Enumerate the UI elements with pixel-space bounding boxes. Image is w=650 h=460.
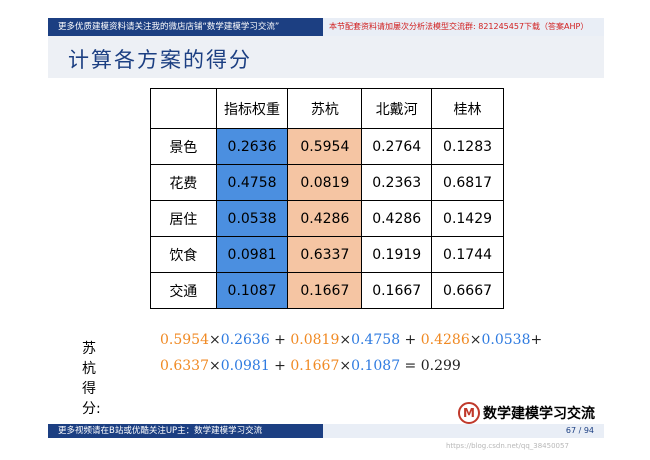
table-cell-weight: 0.4758 (215, 164, 289, 201)
calculation-line-2: 0.6337×0.0981 + 0.1667×0.1087 = 0.299 (160, 358, 461, 374)
top-banner-right: 本节配套资料请加屡次分析法模型交流群: 821245457下载（答案AHP） (323, 18, 604, 36)
calculation-term: + (530, 332, 543, 348)
score-table: 指标权重 苏杭 北戴河 桂林 景色 0.2636 0.5954 0.2764 0… (150, 88, 504, 309)
table-header-cell: 桂林 (431, 88, 504, 129)
bottom-banner-left: 更多视频请在B站或优酷关注UP主：数学建模学习交流 (48, 424, 323, 438)
table-row: 交通 0.1087 0.1667 0.1667 0.6667 (150, 272, 504, 309)
table-row: 居住 0.0538 0.4286 0.4286 0.1429 (150, 200, 504, 237)
slide-title-band: 计算各方案的得分 (48, 36, 604, 78)
table-cell-weight: 0.0538 (215, 200, 289, 237)
table-header-cell (150, 88, 217, 129)
table-header-cell: 指标权重 (215, 88, 289, 129)
table-cell-weight: 0.0981 (215, 236, 289, 273)
calculation-term: 0.0981 (220, 358, 270, 374)
table-row-label: 景色 (150, 128, 217, 165)
calculation-term: × (339, 358, 352, 374)
calculation-line-1: 0.5954×0.2636 + 0.0819×0.4758 + 0.4286×0… (160, 332, 542, 348)
table-cell-guilin: 0.1429 (431, 200, 504, 237)
table-header-row: 指标权重 苏杭 北戴河 桂林 (150, 88, 504, 129)
table-cell-guilin: 0.1744 (431, 236, 504, 273)
calculation-term: × (469, 332, 482, 348)
table-cell-guilin: 0.6817 (431, 164, 504, 201)
table-cell-weight: 0.2636 (215, 128, 289, 165)
table-cell-beidaihe: 0.1919 (361, 236, 433, 273)
table-cell-guilin: 0.1283 (431, 128, 504, 165)
table-cell-weight: 0.1087 (215, 272, 289, 309)
table-cell-suhang: 0.6337 (287, 236, 363, 273)
calculation-term: × (339, 332, 352, 348)
watermark: https://blog.csdn.net/qq_38450057 (446, 442, 569, 450)
calculation-term: × (209, 358, 221, 374)
logo-m-icon: M (458, 402, 480, 424)
slide-title: 计算各方案的得分 (68, 48, 252, 72)
calculation-term: = (400, 358, 421, 374)
table-row-label: 饮食 (150, 236, 217, 273)
bottom-banner: 更多视频请在B站或优酷关注UP主：数学建模学习交流 67 / 94 (48, 424, 604, 438)
calculation-label: 苏杭得分: (82, 341, 101, 417)
table-header-cell: 苏杭 (287, 88, 363, 129)
calculation-term: 0.0538 (481, 332, 531, 348)
table-row: 花费 0.4758 0.0819 0.2363 0.6817 (150, 164, 504, 201)
page-number: 67 / 94 (323, 424, 604, 438)
calculation-term: × (209, 332, 221, 348)
table-cell-suhang: 0.4286 (287, 200, 363, 237)
table-cell-guilin: 0.6667 (431, 272, 504, 309)
calculation-term: 0.2636 (220, 332, 270, 348)
table-cell-beidaihe: 0.4286 (361, 200, 433, 237)
table-cell-beidaihe: 0.2363 (361, 164, 433, 201)
calculation-term: 0.1667 (290, 358, 340, 374)
calculation-term: + (269, 358, 291, 374)
top-banner-left: 更多优质建模资料请关注我的微店店铺“数学建模学习交流” (48, 18, 323, 36)
table-row-label: 交通 (150, 272, 217, 309)
table-cell-suhang: 0.0819 (287, 164, 363, 201)
calculation-term: 0.4758 (351, 332, 401, 348)
table-row: 景色 0.2636 0.5954 0.2764 0.1283 (150, 128, 504, 165)
table-cell-suhang: 0.1667 (287, 272, 363, 309)
calculation-term: 0.299 (420, 358, 461, 374)
calculation-term: 0.6337 (160, 358, 209, 374)
calculation-term: 0.4286 (420, 332, 470, 348)
table-cell-beidaihe: 0.2764 (361, 128, 433, 165)
calculation-term: + (400, 332, 421, 348)
calculation-term: 0.0819 (290, 332, 340, 348)
brand-logo: M 数学建模学习交流 (458, 402, 595, 424)
calculation-term: 0.1087 (351, 358, 401, 374)
table-row-label: 居住 (150, 200, 217, 237)
table-cell-beidaihe: 0.1667 (361, 272, 433, 309)
logo-text: 数学建模学习交流 (483, 406, 595, 422)
table-row: 饮食 0.0981 0.6337 0.1919 0.1744 (150, 236, 504, 273)
top-banner: 更多优质建模资料请关注我的微店店铺“数学建模学习交流” 本节配套资料请加屡次分析… (48, 18, 604, 36)
table-cell-suhang: 0.5954 (287, 128, 363, 165)
calculation-term: 0.5954 (160, 332, 209, 348)
table-header-cell: 北戴河 (361, 88, 433, 129)
table-row-label: 花费 (150, 164, 217, 201)
calculation-term: + (269, 332, 291, 348)
